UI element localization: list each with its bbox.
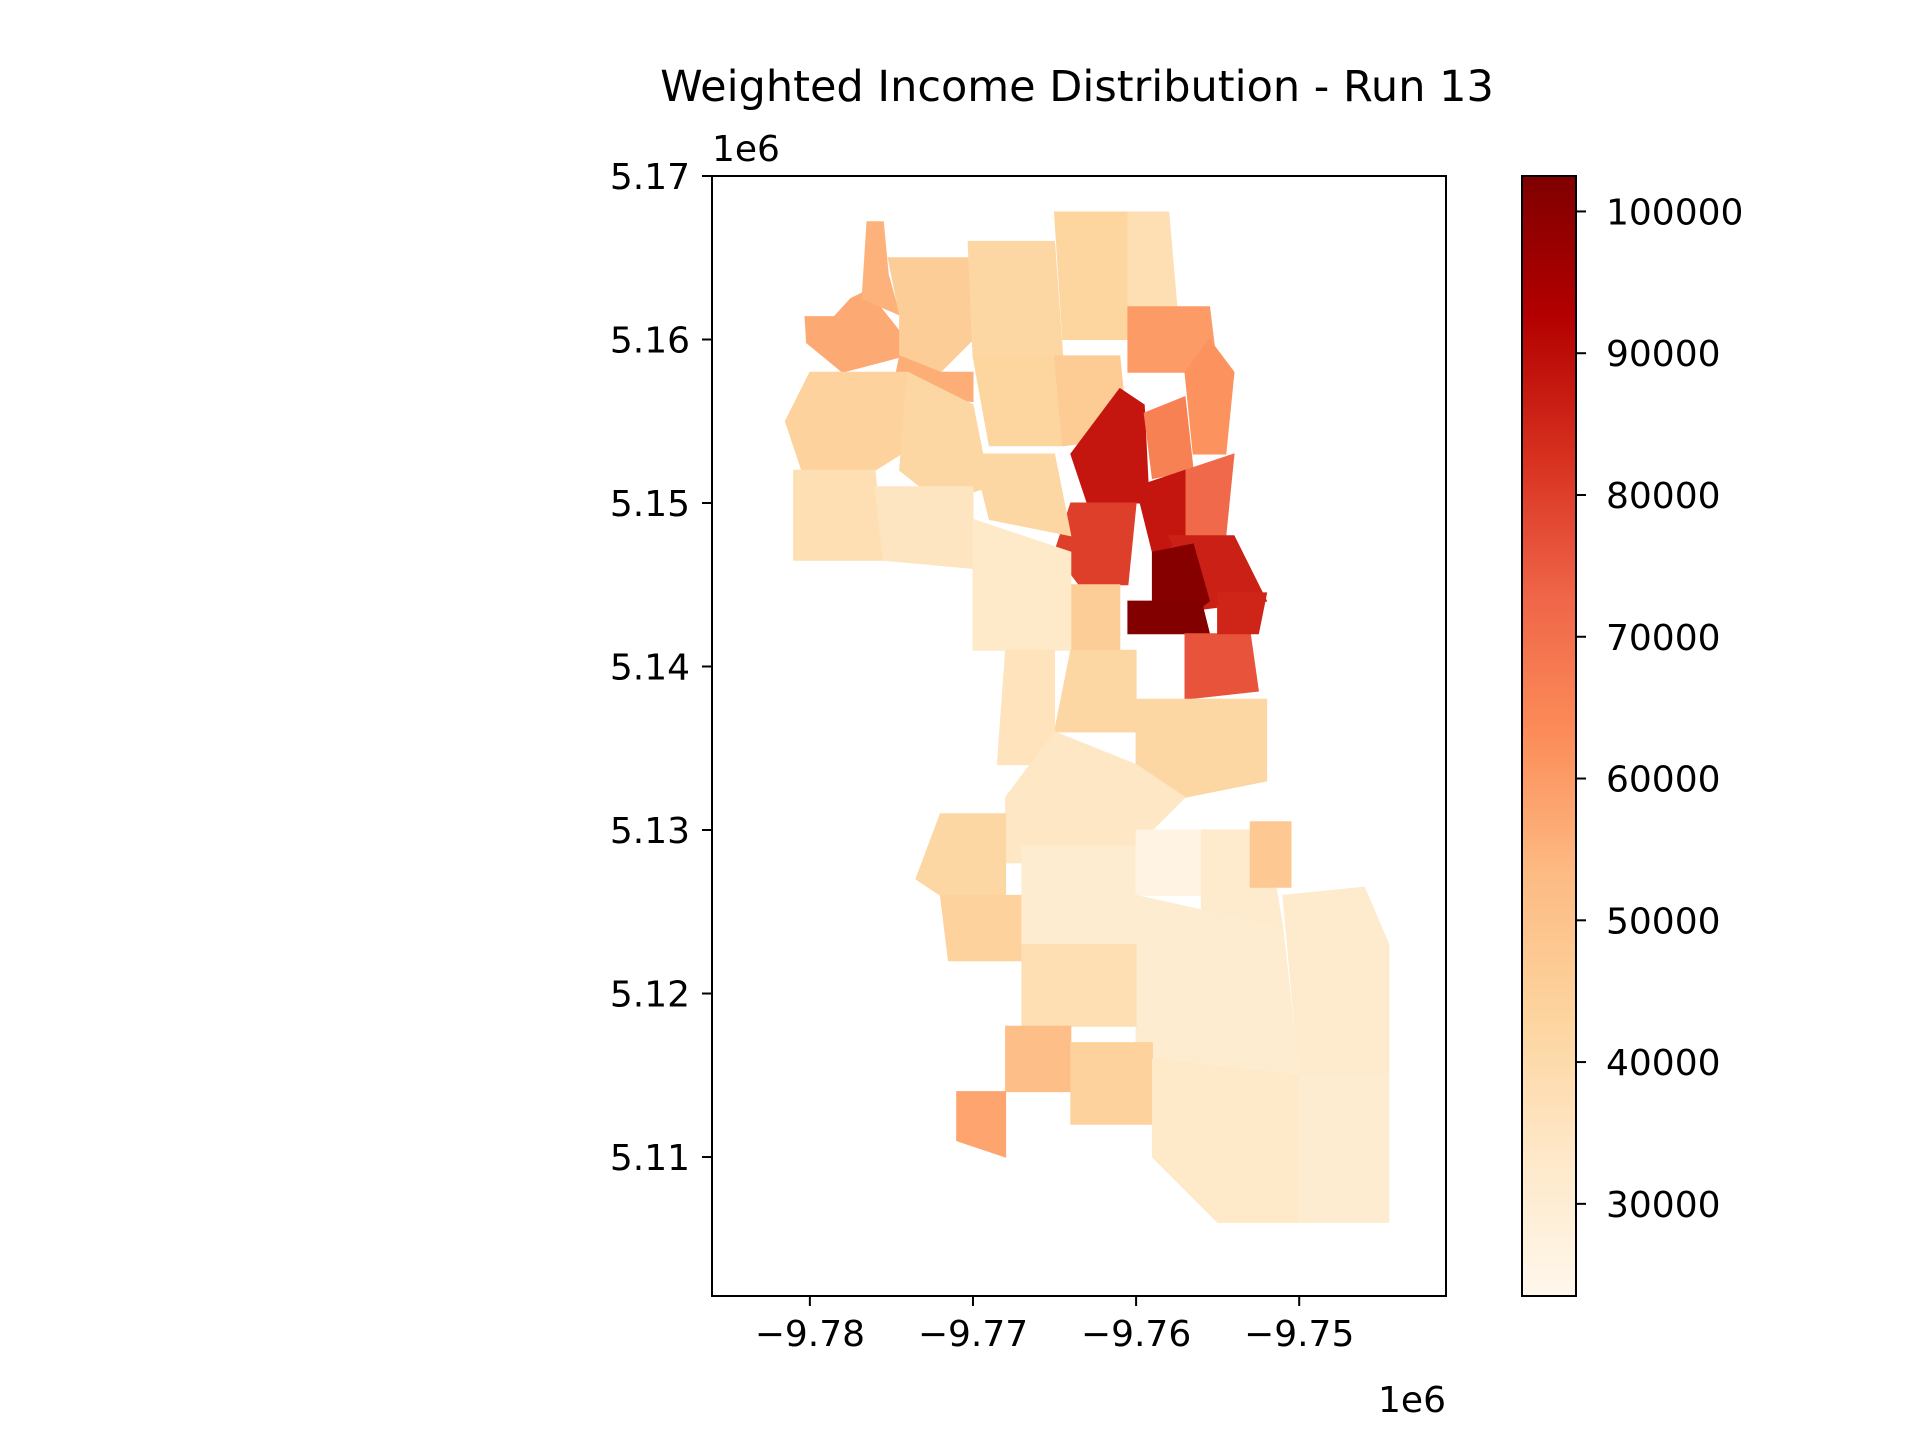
colorbar-tick-label: 90000 bbox=[1606, 334, 1721, 375]
colorbar-tick-label: 80000 bbox=[1606, 476, 1721, 517]
colorbar-tick-label: 30000 bbox=[1606, 1185, 1721, 1226]
map-region-38 bbox=[1249, 821, 1292, 888]
map-region-21 bbox=[1127, 600, 1211, 635]
map-region-23 bbox=[1217, 592, 1268, 635]
x-tick-label: −9.75 bbox=[1244, 1314, 1354, 1355]
x-tick-label: −9.76 bbox=[1081, 1314, 1191, 1355]
map-region-5 bbox=[967, 240, 1064, 357]
map-region-11 bbox=[899, 371, 990, 504]
map-regions bbox=[784, 211, 1390, 1223]
map-region-42 bbox=[1005, 1025, 1072, 1093]
y-tick-label: 5.13 bbox=[610, 811, 690, 852]
x-tick-label: −9.78 bbox=[755, 1314, 865, 1355]
chart-title: Weighted Income Distribution - Run 13 bbox=[660, 62, 1494, 112]
colorbar-tick-label: 60000 bbox=[1606, 760, 1721, 801]
map-region-2 bbox=[861, 221, 901, 316]
map-region-41 bbox=[1021, 944, 1137, 1027]
map-region-29 bbox=[1053, 649, 1137, 733]
y-offset-label: 1e6 bbox=[712, 129, 780, 170]
map-region-35 bbox=[1021, 845, 1137, 945]
map-region-15 bbox=[1143, 395, 1194, 480]
x-offset-label: 1e6 bbox=[1378, 1380, 1446, 1421]
map-region-9 bbox=[1184, 338, 1235, 455]
colorbar-fill bbox=[1522, 176, 1576, 1296]
map-region-7 bbox=[1127, 211, 1178, 308]
y-tick-label: 5.15 bbox=[610, 484, 690, 525]
map-region-45 bbox=[1298, 1074, 1390, 1223]
y-tick-label: 5.12 bbox=[610, 975, 690, 1016]
colorbar-tick-label: 50000 bbox=[1606, 901, 1721, 942]
y-axis: 5.17 5.16 5.15 5.14 5.13 5.12 5.11 bbox=[610, 157, 712, 1179]
map-region-28 bbox=[972, 518, 1072, 651]
colorbar-frame bbox=[1521, 175, 1577, 1297]
map-region-3 bbox=[887, 257, 974, 373]
map-region-43 bbox=[1070, 1042, 1153, 1125]
map-region-36 bbox=[1135, 829, 1211, 896]
map-region-44 bbox=[1151, 1058, 1300, 1223]
map-region-6 bbox=[1053, 211, 1129, 340]
plot-frame bbox=[711, 175, 1447, 1297]
map-region-22 bbox=[1184, 633, 1259, 700]
x-axis: −9.78 −9.77 −9.76 −9.75 bbox=[755, 1296, 1354, 1355]
colorbar-tick-label: 100000 bbox=[1606, 192, 1743, 233]
map-region-12 bbox=[972, 355, 1064, 447]
colorbar-ticks: 30000 40000 50000 60000 70000 80000 90000 10000… bbox=[1576, 192, 1743, 1226]
map-region-26 bbox=[793, 469, 884, 561]
map-region-27 bbox=[874, 486, 974, 569]
y-tick-label: 5.17 bbox=[610, 157, 690, 198]
y-tick-label: 5.14 bbox=[610, 648, 690, 689]
map-region-46 bbox=[956, 1091, 1007, 1158]
map-region-39 bbox=[1282, 886, 1390, 1076]
y-tick-label: 5.16 bbox=[610, 321, 690, 362]
colorbar-tick-label: 70000 bbox=[1606, 618, 1721, 659]
colorbar-tick-label: 40000 bbox=[1606, 1043, 1721, 1084]
map-region-33 bbox=[915, 813, 1007, 896]
y-tick-label: 5.11 bbox=[610, 1138, 690, 1179]
colorbar: 30000 40000 50000 60000 70000 80000 90000 10000… bbox=[1521, 175, 1743, 1297]
map-region-30 bbox=[1135, 698, 1268, 798]
map-region-34 bbox=[939, 894, 1023, 962]
map-region-25 bbox=[972, 453, 1072, 537]
x-tick-label: −9.77 bbox=[918, 1314, 1028, 1355]
